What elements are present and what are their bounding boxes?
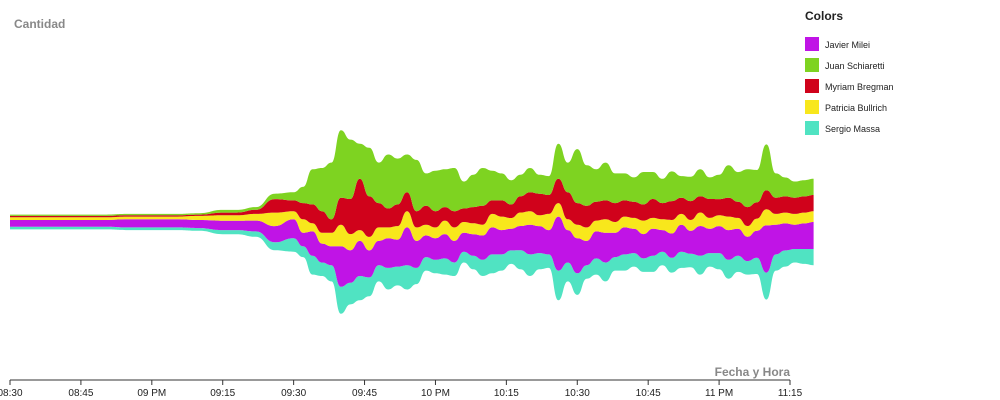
x-tick-label: 10:15 [494, 388, 519, 399]
legend-label: Sergio Massa [825, 124, 880, 134]
legend-swatch [805, 58, 819, 72]
stream-javier-milei [10, 216, 814, 287]
legend-label: Patricia Bullrich [825, 103, 887, 113]
legend-label: Myriam Bregman [825, 82, 894, 92]
legend-swatch [805, 100, 819, 114]
x-tick-label: 11:15 [778, 388, 803, 399]
x-axis-title: Fecha y Hora [715, 365, 791, 379]
legend-label: Javier Milei [825, 40, 870, 50]
legend-swatch [805, 121, 819, 135]
legend-swatch [805, 37, 819, 51]
x-tick-label: 09:45 [352, 388, 377, 399]
x-tick-label: 09 PM [137, 388, 166, 399]
x-axis-ticks: 08:30 08:45 09 PM 09:15 09:30 09:45 10 PM 10:15… [0, 380, 803, 399]
legend-swatch [805, 79, 819, 93]
x-tick-label: 09:15 [210, 388, 235, 399]
x-tick-label: 11 PM [705, 388, 733, 399]
legend-title: Colors [805, 9, 843, 23]
stream-myriam-bregman [10, 178, 814, 237]
x-tick-label: 09:30 [281, 388, 306, 399]
stream-sergio-massa [10, 226, 814, 314]
x-tick-label: 10:30 [565, 388, 590, 399]
legend: Colors Javier Milei Juan Schiaretti Myriam… [805, 9, 894, 135]
stream-patricia-bullrich [10, 203, 814, 251]
x-tick-label: 08:45 [68, 388, 93, 399]
x-tick-label: 10 PM [421, 388, 450, 399]
stream-juan-schiaretti [10, 130, 814, 220]
x-tick-label: 10:45 [636, 388, 661, 399]
legend-label: Juan Schiaretti [825, 61, 885, 71]
y-axis-title: Cantidad [14, 17, 65, 31]
stream-layers [10, 130, 814, 314]
x-tick-label: 08:30 [0, 388, 23, 399]
